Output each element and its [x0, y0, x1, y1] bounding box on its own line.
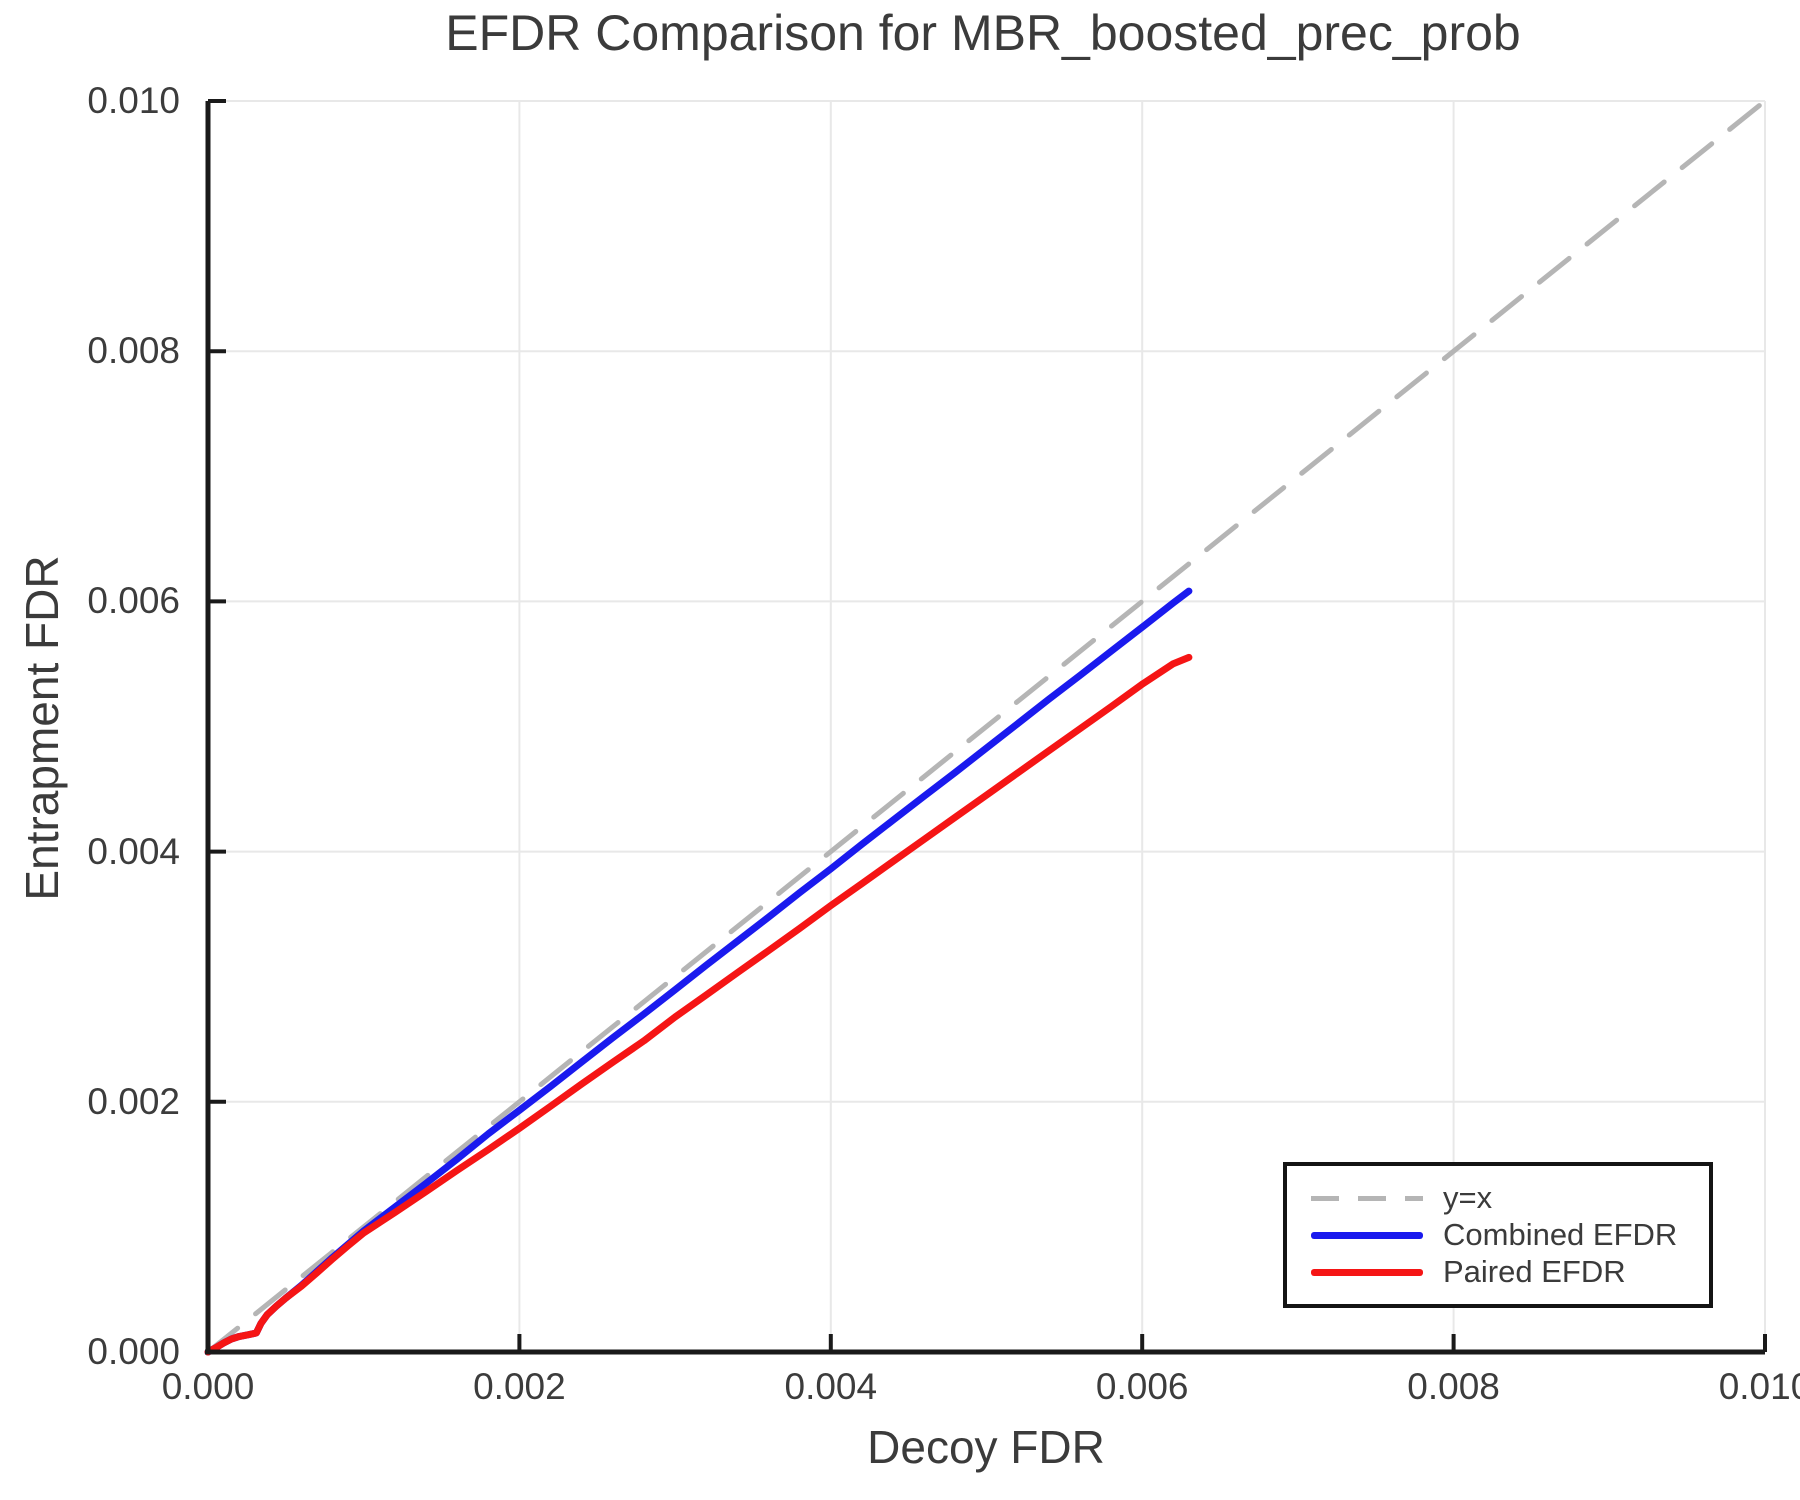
x-tick-label: 0.002 [473, 1366, 566, 1407]
y-tick-label: 0.004 [87, 830, 180, 872]
red-line-sample [1311, 1268, 1423, 1276]
legend-label: Combined EFDR [1443, 1217, 1678, 1252]
series-paired-efdr [204, 653, 1193, 1356]
x-tick-label: 0.006 [1095, 1366, 1189, 1407]
legend: y=x Combined EFDR Paired EFDR [1283, 1162, 1713, 1308]
x-axis-label: Decoy FDR [867, 1421, 1105, 1473]
x-tick-label: 0.010 [1718, 1366, 1800, 1407]
legend-entry-paired: Paired EFDR [1311, 1254, 1709, 1291]
x-tick-label: 0.004 [784, 1366, 878, 1407]
y-tick-label: 0.002 [87, 1080, 180, 1122]
blue-line-sample [1311, 1231, 1423, 1239]
y-tick-label: 0.000 [87, 1331, 180, 1372]
y-tick-label: 0.008 [87, 330, 180, 372]
chart-title: EFDR Comparison for MBR_boosted_prec_pro… [445, 5, 1521, 61]
legend-label: y=x [1443, 1180, 1493, 1215]
y-tick-label: 0.010 [87, 80, 180, 121]
legend-entry-combined: Combined EFDR [1311, 1217, 1709, 1254]
x-tick-label: 0.000 [161, 1366, 255, 1407]
series-y-x [205, 98, 1768, 1355]
x-tick-label: 0.008 [1407, 1366, 1500, 1407]
y-tick-label: 0.006 [87, 580, 180, 622]
y-axis-label: Entrapment FDR [16, 555, 68, 901]
legend-entry-yx: y=x [1311, 1180, 1709, 1217]
dashed-line-sample [1311, 1195, 1423, 1201]
legend-label: Paired EFDR [1443, 1254, 1626, 1289]
